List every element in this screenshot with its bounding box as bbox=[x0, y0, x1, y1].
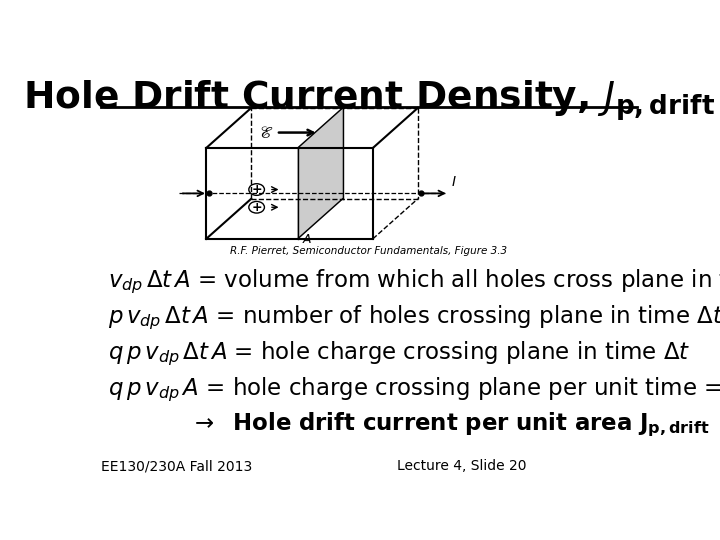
Text: $q\, p\, v_{dp}\, A$ = hole charge crossing plane per unit time = hole current: $q\, p\, v_{dp}\, A$ = hole charge cross… bbox=[109, 376, 720, 404]
Polygon shape bbox=[297, 108, 343, 239]
Text: $p\, v_{dp}\, \Delta t\, A$ = number of holes crossing plane in time $\Delta t$: $p\, v_{dp}\, \Delta t\, A$ = number of … bbox=[109, 304, 720, 332]
Text: Hole Drift Current Density, $\mathbf{\it{J}}$$_{\mathbf{p,drift}}$: Hole Drift Current Density, $\mathbf{\it… bbox=[23, 78, 715, 123]
Text: $\mathscr{E}$: $\mathscr{E}$ bbox=[258, 124, 273, 143]
Text: $v_{dp}\, \Delta t\, A$ = volume from which all holes cross plane in time $\Delt: $v_{dp}\, \Delta t\, A$ = volume from wh… bbox=[109, 267, 720, 296]
Text: +: + bbox=[251, 183, 262, 196]
Text: A: A bbox=[302, 233, 311, 246]
Text: $q\, p\, v_{dp}\, \Delta t\, A$ = hole charge crossing plane in time $\Delta t$: $q\, p\, v_{dp}\, \Delta t\, A$ = hole c… bbox=[109, 340, 691, 368]
Text: EE130/230A Fall 2013: EE130/230A Fall 2013 bbox=[101, 459, 253, 473]
Text: +: + bbox=[251, 201, 262, 214]
Text: $\rightarrow$  $\mathbf{Hole\ drift\ current\ per\ unit\ area\ }$$\mathbf{J_{p,d: $\rightarrow$ $\mathbf{Hole\ drift\ curr… bbox=[190, 411, 720, 439]
Text: R.F. Pierret, Semiconductor Fundamentals, Figure 3.3: R.F. Pierret, Semiconductor Fundamentals… bbox=[230, 246, 508, 255]
Text: Lecture 4, Slide 20: Lecture 4, Slide 20 bbox=[397, 459, 526, 473]
Text: I: I bbox=[452, 176, 456, 190]
